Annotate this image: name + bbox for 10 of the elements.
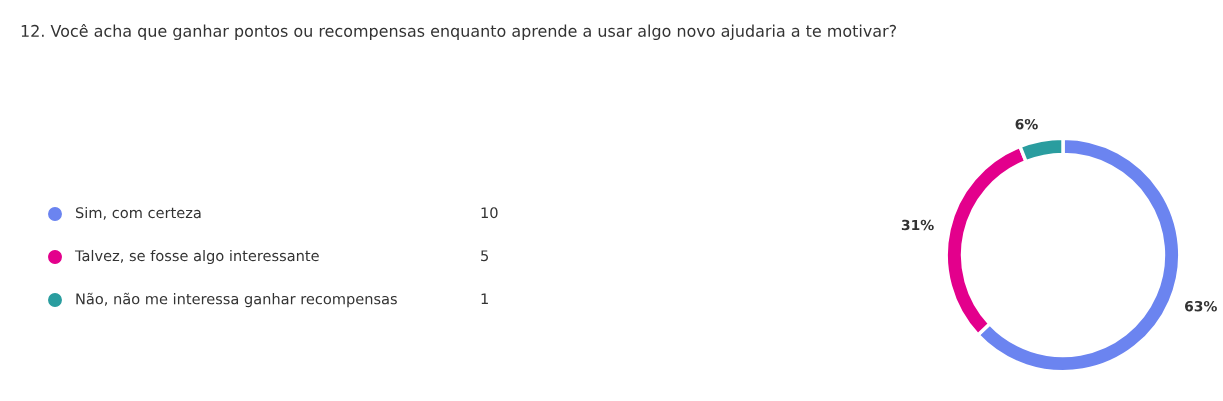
data-label: 6% — [1015, 118, 1038, 130]
data-label: 31% — [901, 219, 934, 231]
data-label: 63% — [1184, 300, 1217, 312]
chart-title: 12. Você acha que ganhar pontos ou recompensas enquanto aprende a usar algo novo ajudaria a te motivar? — [21, 23, 897, 41]
legend-label: Não, não me interessa ganhar recompensas — [76, 292, 397, 308]
text: 5 — [481, 250, 488, 262]
legend-label: Talvez, se fosse algo interessante — [74, 249, 319, 265]
text: 1 — [481, 293, 488, 305]
text: 10 — [481, 207, 498, 219]
legend-label: Sim, com certeza — [75, 206, 201, 220]
